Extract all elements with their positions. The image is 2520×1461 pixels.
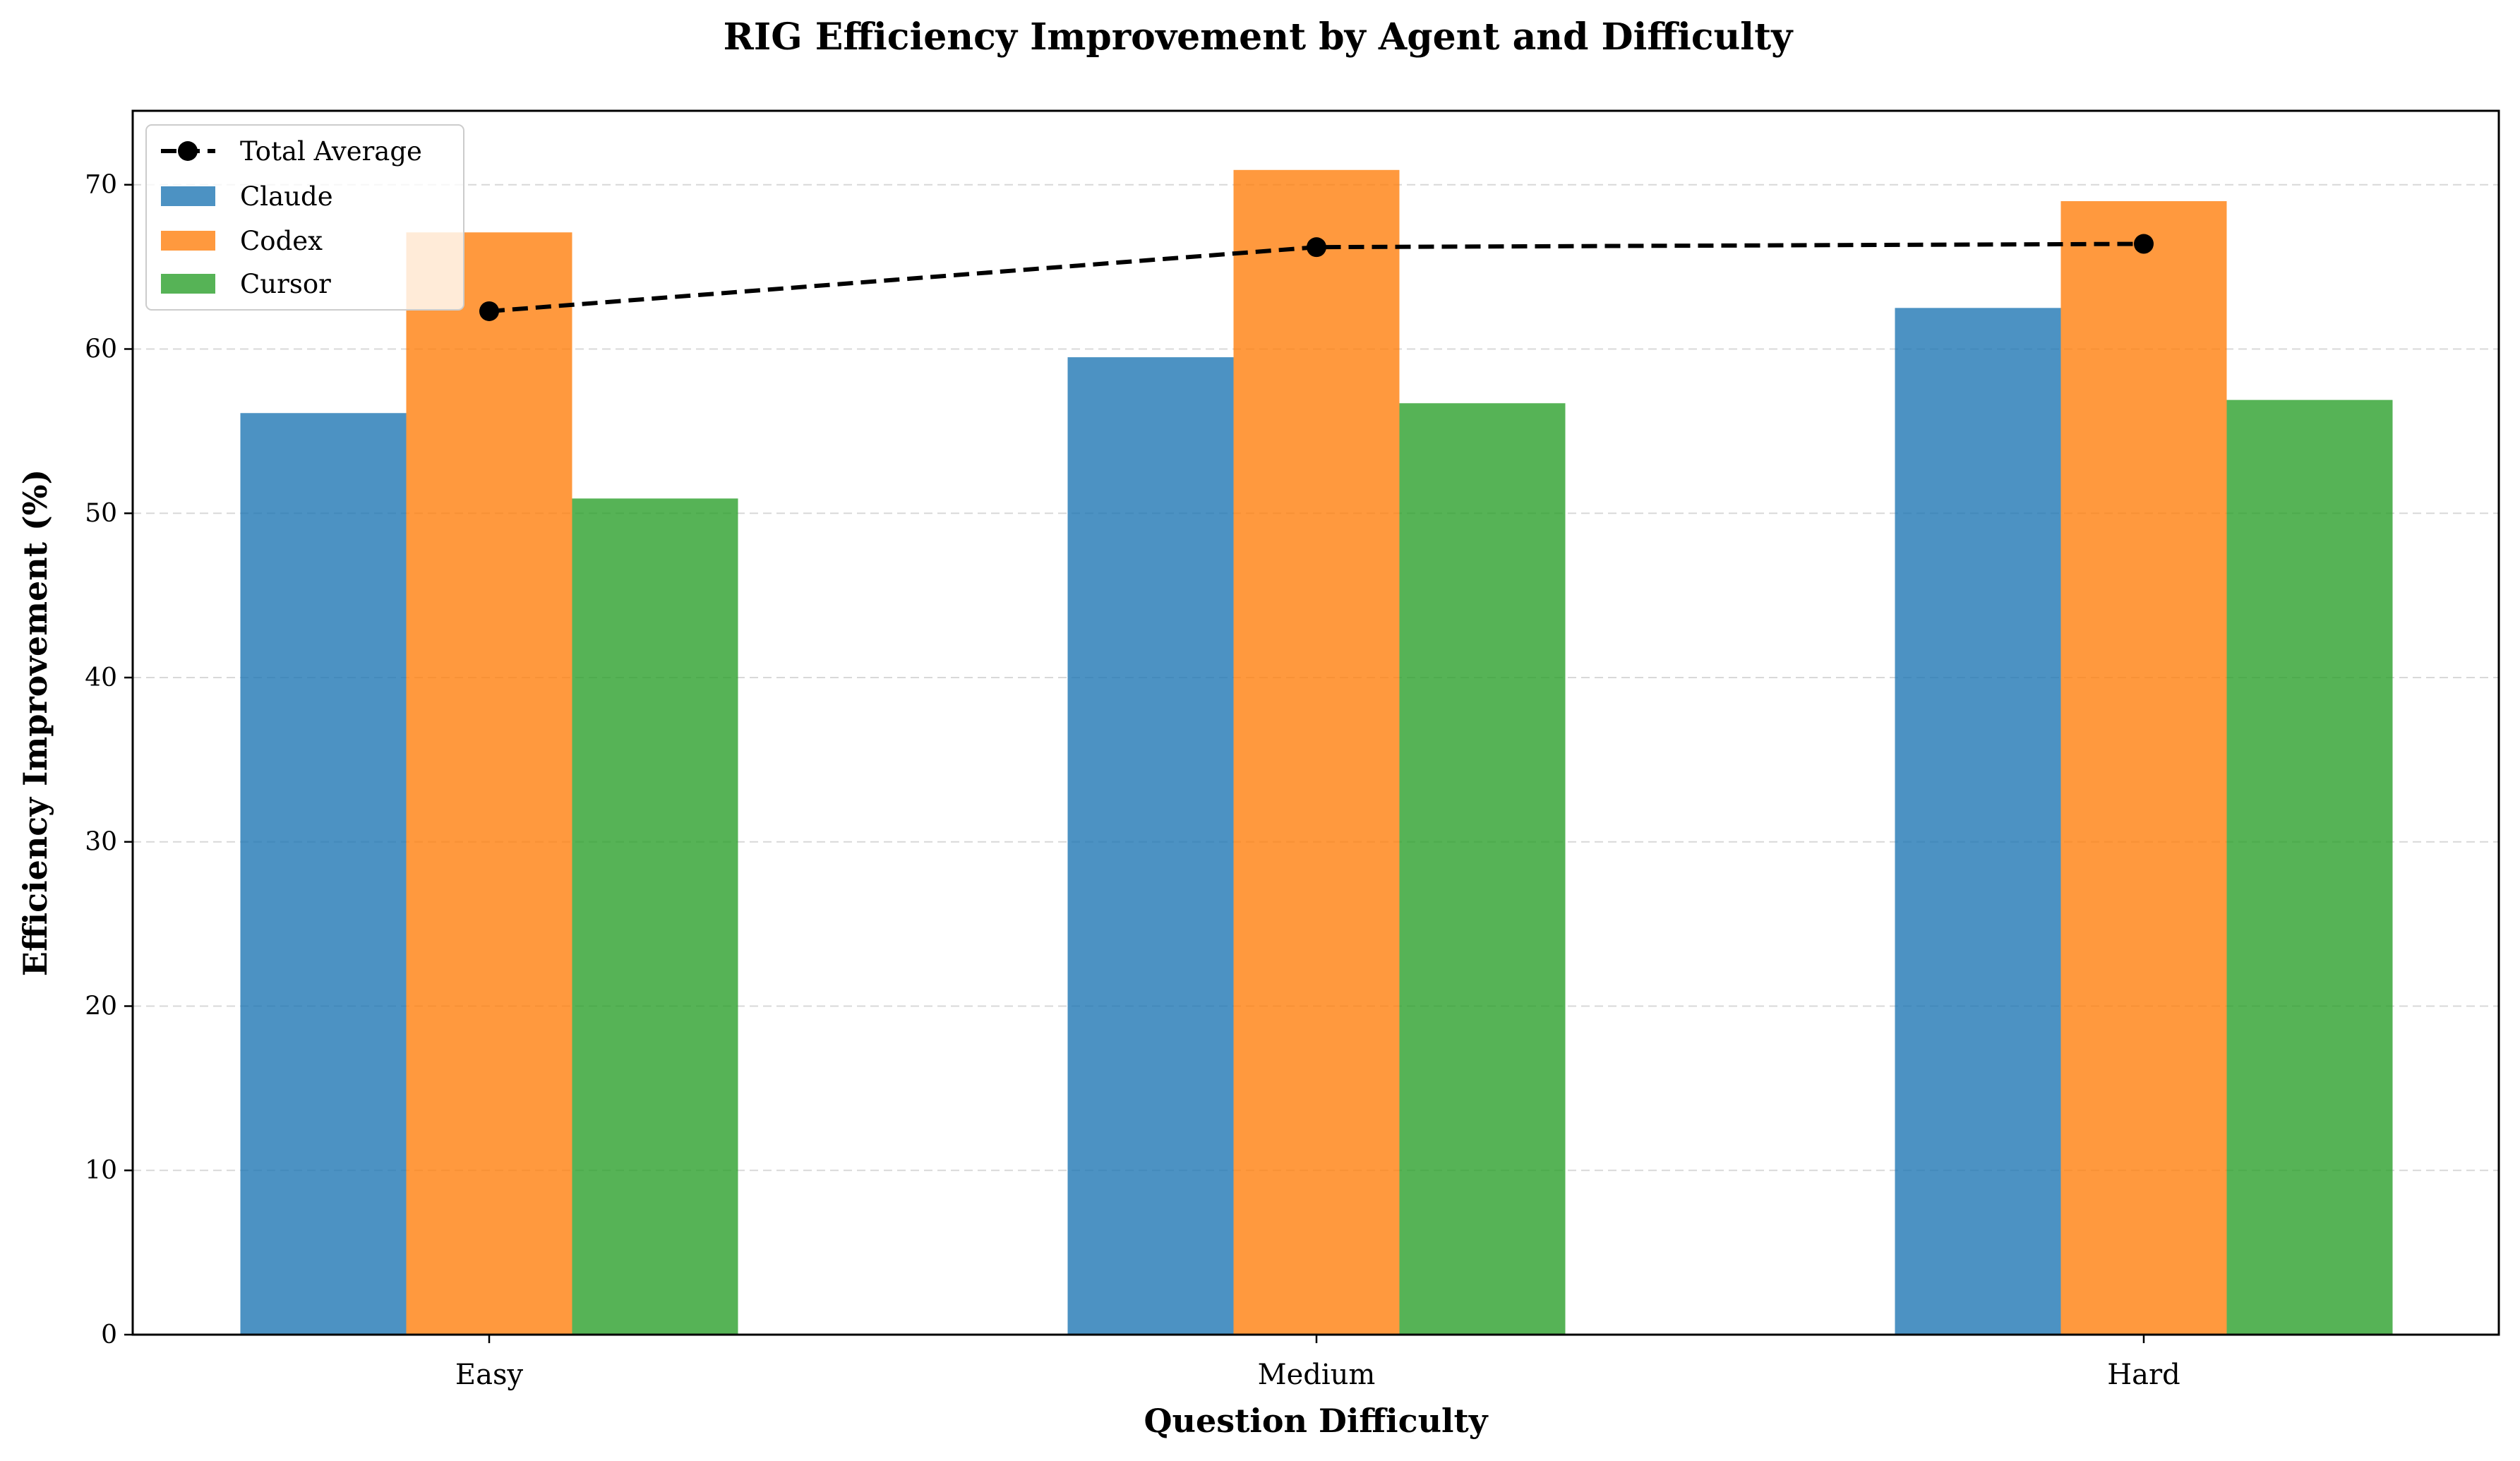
total-average-line: [479, 234, 2154, 321]
legend-label: Codex: [240, 226, 323, 256]
x-tick-label: Medium: [1258, 1359, 1376, 1391]
total-average-point: [1307, 237, 1326, 258]
total-average-point: [2134, 234, 2154, 254]
legend: Total Average Claude Codex Cursor: [145, 124, 464, 311]
y-axis-label: Efficiency Improvement (%): [16, 469, 54, 976]
legend-marker-swatch: [178, 141, 198, 161]
bar-cursor: [2226, 399, 2393, 1335]
bar-claude: [1067, 357, 1234, 1335]
legend-label: Claude: [240, 181, 333, 212]
x-tick-label: Easy: [455, 1359, 524, 1391]
y-tick-label: 0: [101, 1321, 117, 1349]
legend-box: [145, 124, 464, 311]
chart-title: RIG Efficiency Improvement by Agent and …: [724, 16, 1794, 59]
bar-claude: [240, 413, 407, 1335]
bar-codex: [2060, 201, 2227, 1335]
legend-swatch-claude: [161, 186, 215, 206]
y-tick-label: 40: [85, 663, 117, 692]
y-tick-label: 20: [85, 992, 117, 1021]
legend-label: Cursor: [240, 269, 331, 299]
axis-ticks: 0 10 20 30 40 50 60 70 Easy Medium Hard: [85, 171, 2180, 1391]
y-tick-label: 30: [85, 828, 117, 857]
y-tick-label: 70: [85, 171, 117, 200]
y-tick-label: 50: [85, 499, 117, 528]
x-tick-label: Hard: [2107, 1359, 2180, 1391]
bar-claude: [1895, 308, 2061, 1335]
legend-swatch-cursor: [161, 274, 215, 294]
legend-swatch-codex: [161, 231, 215, 251]
bar-codex: [1233, 169, 1400, 1335]
bar-cursor: [572, 498, 738, 1335]
bars: [240, 169, 2393, 1335]
bar-cursor: [1399, 403, 1566, 1335]
total-average-point: [479, 301, 499, 321]
y-tick-label: 10: [85, 1156, 117, 1185]
y-tick-label: 60: [85, 335, 117, 363]
bar-codex: [406, 232, 572, 1335]
x-axis-label: Question Difficulty: [1144, 1402, 1488, 1440]
legend-label: Total Average: [240, 136, 422, 167]
